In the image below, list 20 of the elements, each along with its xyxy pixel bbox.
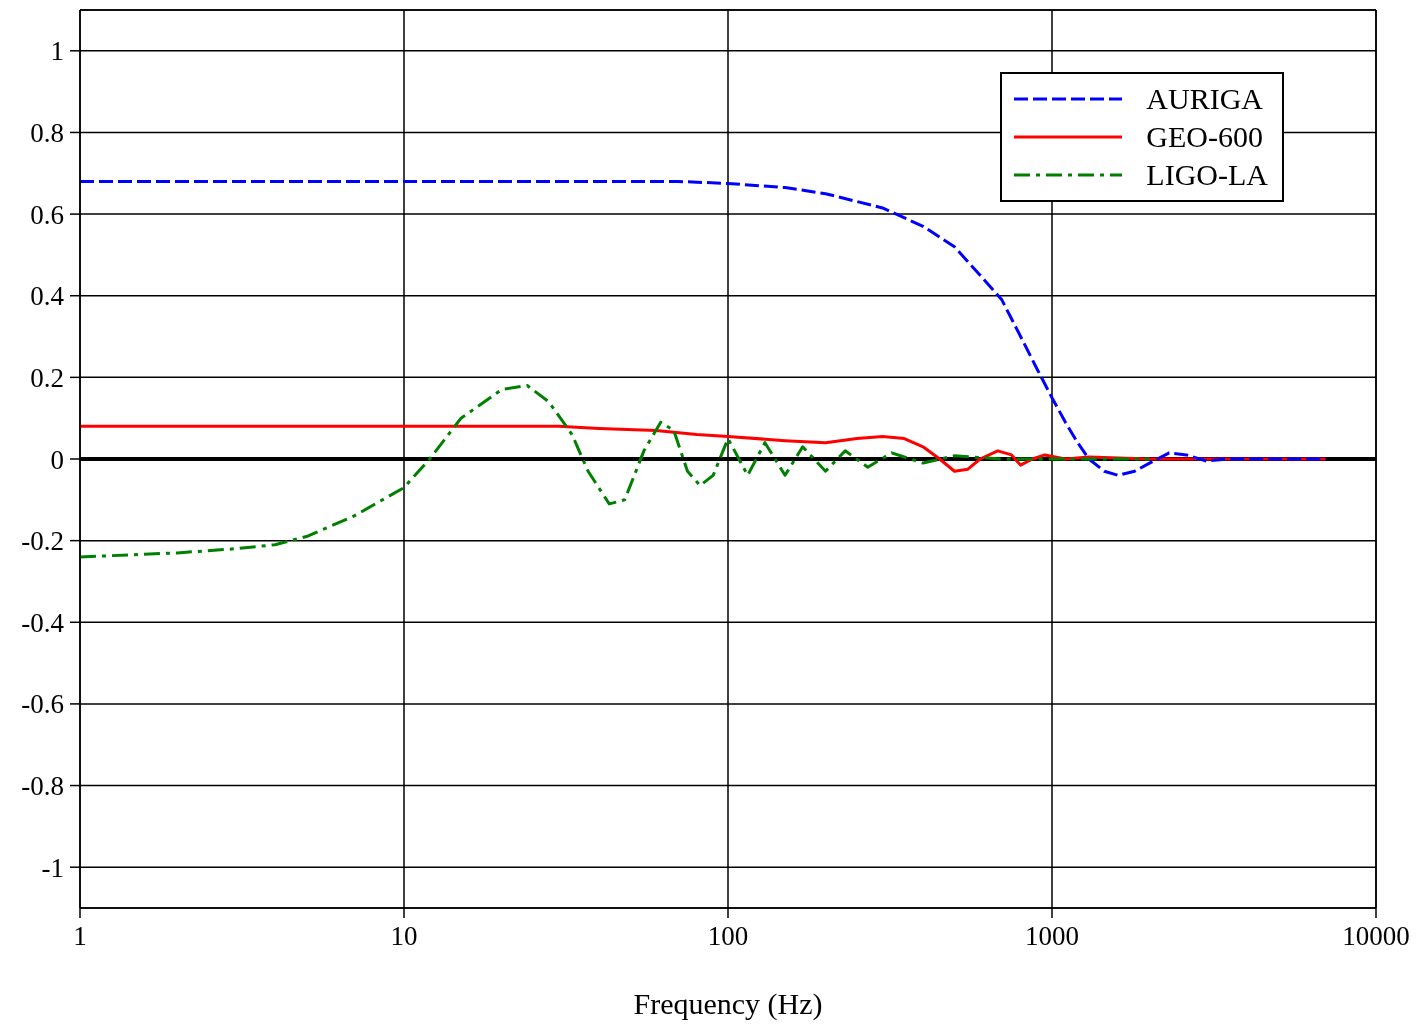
y-tick-label: -0.4 — [21, 607, 65, 638]
legend-label: AURIGA — [1146, 82, 1264, 116]
y-tick-label: 0.6 — [30, 199, 64, 230]
y-tick-label: 0 — [50, 444, 64, 475]
y-tick-label: -0.6 — [21, 689, 64, 720]
x-tick-label: 1 — [73, 921, 87, 952]
x-tick-label: 100 — [707, 921, 749, 952]
x-tick-label: 10000 — [1342, 921, 1410, 952]
legend-label: GEO-600 — [1146, 120, 1264, 154]
legend-label: LIGO-LA — [1146, 158, 1268, 192]
y-tick-label: 0.2 — [30, 362, 64, 393]
y-tick-label: 1 — [50, 36, 64, 67]
y-tick-label: -0.2 — [21, 526, 64, 557]
y-tick-label: -1 — [41, 852, 64, 883]
y-tick-label: -0.8 — [21, 771, 64, 802]
x-tick-label: 1000 — [1025, 921, 1079, 952]
x-tick-label: 10 — [390, 921, 418, 952]
y-tick-label: 0.8 — [30, 118, 64, 149]
x-axis-title: Frequency (Hz) — [633, 987, 823, 1021]
y-tick-label: 0.4 — [30, 281, 65, 312]
